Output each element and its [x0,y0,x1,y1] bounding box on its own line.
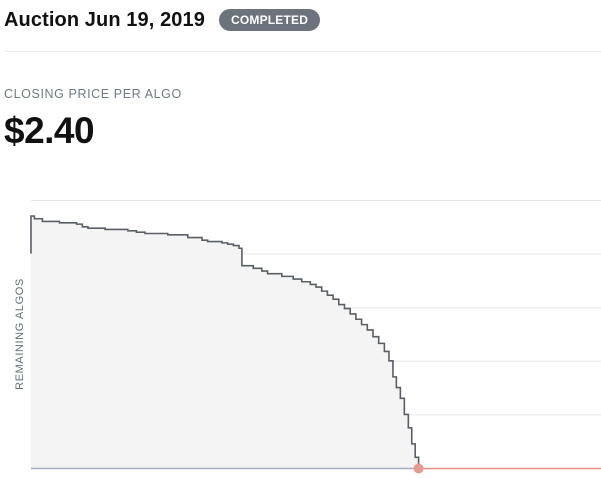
remaining-area [31,216,419,468]
auction-title: Auction Jun 19, 2019 [4,8,205,31]
header-divider [4,51,601,52]
closing-price-label: CLOSING PRICE PER ALGO [4,87,182,101]
auction-header: Auction Jun 19, 2019 COMPLETED [4,6,321,34]
closing-price-value: $2.40 [4,110,95,151]
status-badge: COMPLETED [218,9,321,31]
closing-point-marker [413,463,424,474]
remaining-algos-line [30,215,420,468]
